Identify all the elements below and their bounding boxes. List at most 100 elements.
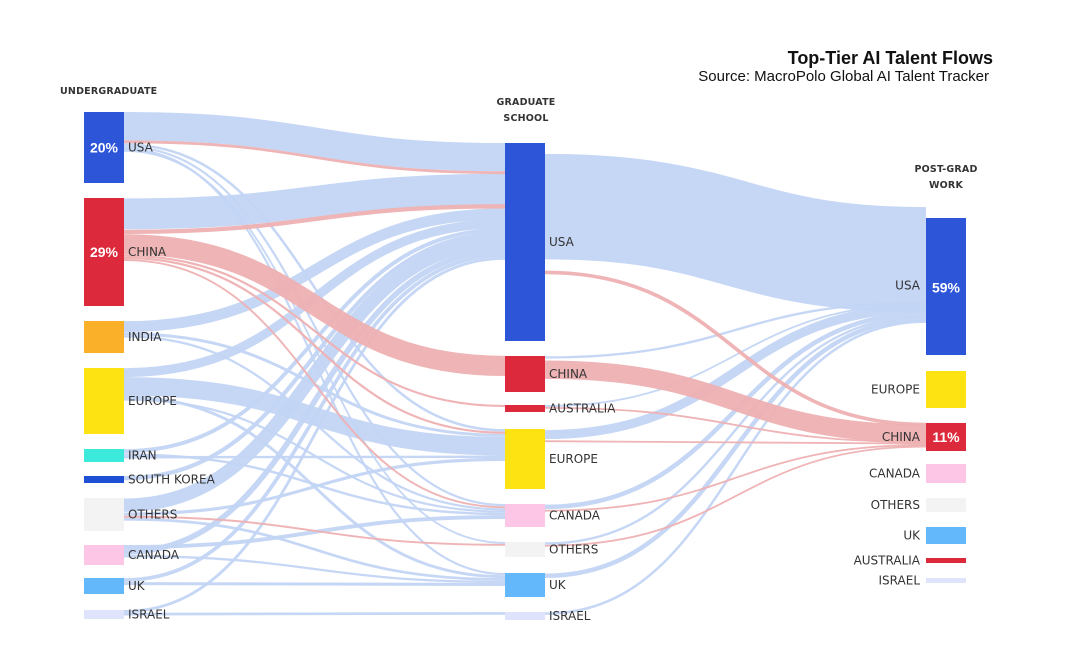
- chart-subtitle: Source: MacroPolo Global AI Talent Track…: [698, 68, 989, 85]
- flow-s1-uk-to-uk: [123, 582, 506, 586]
- node-post-canada: [926, 464, 966, 483]
- node-grad-canada: [505, 504, 545, 527]
- label-undergrad-india: INDIA: [128, 330, 162, 344]
- flow-s1-usa-to-canada: [123, 145, 506, 507]
- label-grad-canada: CANADA: [549, 509, 601, 523]
- flow-s2-australia-to-usa: [544, 303, 927, 407]
- flow-s2-china-to-usa: [544, 301, 927, 359]
- node-post-uk: [926, 527, 966, 544]
- column-header-post-line2: WORK: [928, 180, 964, 191]
- flow-s1-usa-to-usa: [123, 140, 506, 175]
- label-undergrad-china: CHINA: [128, 245, 167, 259]
- flow-s1-iran-to-usa: [123, 227, 506, 454]
- column-header-undergraduate: UNDERGRADUATE: [60, 84, 157, 100]
- flow-s1-israel-to-israel: [123, 612, 506, 616]
- flow-s1-usa-to-europe: [123, 143, 506, 432]
- flow-s1-others-to-uk: [123, 517, 506, 581]
- node-undergrad-europe: [84, 368, 124, 434]
- column-header-graduate-line2: SCHOOL: [503, 113, 549, 124]
- column-header-graduate-line1: GRADUATE: [496, 97, 556, 108]
- flow-s2-uk-to-usa: [544, 316, 927, 579]
- nodes-layer: [84, 112, 966, 620]
- label-undergrad-others: OTHERS: [128, 508, 177, 522]
- label-post-china: CHINA: [882, 430, 921, 444]
- node-grad-australia: [505, 405, 545, 412]
- label-undergrad-south-korea: SOUTH KOREA: [128, 473, 216, 487]
- flow-s2-europe-to-usa: [544, 303, 927, 440]
- flow-s1-others-to-europe: [123, 457, 506, 516]
- flow-s2-usa-to-usa: [544, 153, 927, 313]
- flow-s1-canada-to-uk: [123, 555, 506, 584]
- label-grad-others: OTHERS: [549, 543, 598, 557]
- label-grad-australia: AUSTRALIA: [549, 402, 616, 416]
- label-grad-china: CHINA: [549, 367, 588, 381]
- label-post-uk: UK: [903, 529, 921, 543]
- flow-s2-australia-to-china: [544, 406, 927, 443]
- flow-s2-canada-to-china: [544, 444, 927, 512]
- chart-title: Top-Tier AI Talent Flows: [787, 48, 993, 68]
- pct-label-undergrad-usa: 20%: [90, 140, 119, 156]
- flow-s1-china-to-usa: [123, 204, 506, 235]
- label-grad-israel: ISRAEL: [549, 609, 591, 623]
- pct-label-undergrad-china: 29%: [90, 244, 119, 260]
- flow-s1-europe-to-canada: [123, 398, 506, 513]
- label-undergrad-uk: UK: [128, 579, 146, 593]
- node-post-europe: [926, 371, 966, 408]
- label-undergrad-israel: ISRAEL: [128, 608, 170, 622]
- flow-s2-others-to-usa: [544, 315, 927, 545]
- node-undergrad-canada: [84, 545, 124, 565]
- node-undergrad-china: [84, 198, 124, 306]
- flow-s2-china-to-china: [544, 360, 927, 443]
- flow-s1-south-korea-to-usa: [123, 231, 506, 481]
- flow-s1-others-to-others: [123, 515, 506, 546]
- label-post-canada: CANADA: [869, 467, 921, 481]
- label-grad-uk: UK: [549, 578, 567, 592]
- flow-s1-israel-to-usa: [123, 256, 506, 613]
- flow-s1-china-to-usa: [123, 173, 506, 230]
- labels-layer: USA 20% CHINA 29% INDIA EUROPE IRAN SOUTH KOREA…: [90, 140, 961, 624]
- label-undergrad-usa: USA: [128, 141, 154, 155]
- label-undergrad-iran: IRAN: [128, 449, 157, 463]
- flow-s1-others-to-usa: [123, 235, 506, 512]
- flows-layer: [123, 112, 927, 616]
- label-post-europe: EUROPE: [871, 383, 920, 397]
- node-grad-israel: [505, 612, 545, 620]
- pct-label-post-usa: 59%: [932, 280, 961, 296]
- node-undergrad-south-korea: [84, 476, 124, 483]
- flow-s1-usa-to-usa: [123, 112, 506, 172]
- column-header-undergraduate-text: UNDERGRADUATE: [60, 86, 158, 97]
- column-header-post-grad-work: POST-GRAD WORK: [908, 162, 984, 194]
- node-post-australia: [926, 558, 966, 563]
- node-grad-europe: [505, 429, 545, 489]
- label-post-israel: ISRAEL: [879, 574, 921, 588]
- node-post-usa: [926, 218, 966, 355]
- flow-s1-china-to-europe: [123, 256, 506, 434]
- node-grad-others: [505, 542, 545, 557]
- node-undergrad-others: [84, 498, 124, 531]
- flow-s1-china-to-australia: [123, 254, 506, 408]
- pct-label-post-china: 11%: [932, 429, 960, 445]
- flow-s1-canada-to-usa: [123, 247, 506, 555]
- flow-s1-usa-to-others: [123, 149, 506, 544]
- label-post-others: OTHERS: [871, 498, 920, 512]
- flow-s2-usa-to-china: [544, 270, 927, 427]
- flow-s1-china-to-china: [123, 234, 506, 376]
- label-post-usa: USA: [895, 279, 921, 293]
- node-post-israel: [926, 578, 966, 583]
- flow-s2-others-to-china: [544, 445, 927, 547]
- column-header-post-line1: POST-GRAD: [914, 164, 978, 175]
- node-undergrad-uk: [84, 578, 124, 594]
- flow-s1-canada-to-canada: [123, 515, 506, 549]
- label-undergrad-europe: EUROPE: [128, 394, 177, 408]
- node-undergrad-india: [84, 321, 124, 353]
- node-undergrad-israel: [84, 610, 124, 619]
- node-grad-usa: [505, 143, 545, 341]
- flow-s2-europe-to-china: [544, 440, 927, 445]
- node-grad-china: [505, 356, 545, 392]
- label-grad-europe: EUROPE: [549, 452, 598, 466]
- label-post-australia: AUSTRALIA: [854, 554, 921, 568]
- node-post-china: [926, 423, 966, 451]
- flow-s1-china-to-canada: [123, 259, 506, 509]
- flow-s2-israel-to-usa: [544, 320, 927, 615]
